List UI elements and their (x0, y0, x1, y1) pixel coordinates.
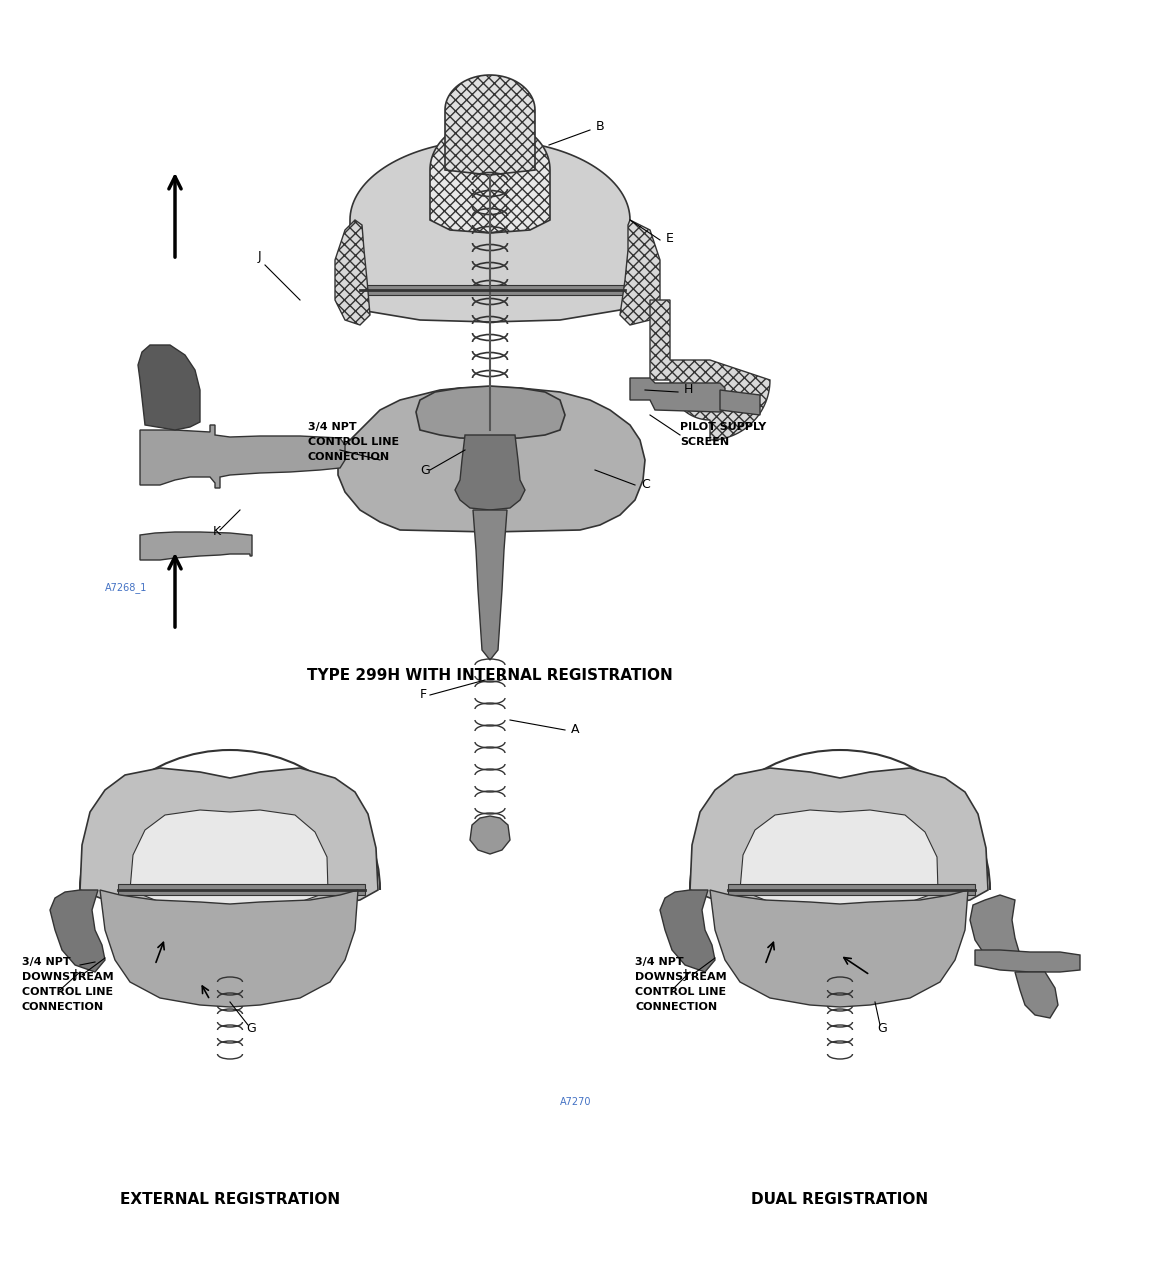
Polygon shape (416, 386, 565, 439)
Text: CONTROL LINE: CONTROL LINE (635, 987, 726, 997)
Polygon shape (80, 768, 378, 912)
Polygon shape (430, 121, 550, 232)
Polygon shape (335, 220, 371, 325)
Text: C: C (642, 478, 650, 491)
Polygon shape (975, 950, 1080, 972)
Text: E: E (666, 232, 674, 245)
Polygon shape (720, 390, 760, 415)
Text: J: J (258, 250, 262, 263)
Polygon shape (1016, 972, 1058, 1019)
Polygon shape (350, 140, 630, 323)
Polygon shape (620, 220, 660, 325)
Text: SCREEN: SCREEN (680, 437, 730, 447)
Text: CONNECTION: CONNECTION (22, 1002, 104, 1012)
Text: J: J (684, 968, 688, 980)
Polygon shape (660, 890, 714, 972)
Text: 3/4 NPT: 3/4 NPT (308, 422, 357, 432)
Text: CONNECTION: CONNECTION (308, 452, 390, 462)
Text: TYPE 299H WITH INTERNAL REGISTRATION: TYPE 299H WITH INTERNAL REGISTRATION (307, 668, 673, 682)
Polygon shape (630, 378, 725, 411)
Polygon shape (455, 436, 525, 511)
Text: A: A (571, 723, 579, 737)
Polygon shape (100, 890, 358, 1007)
Text: K: K (213, 525, 221, 538)
Polygon shape (140, 532, 252, 560)
Polygon shape (710, 890, 968, 1007)
Polygon shape (118, 884, 365, 895)
Polygon shape (445, 75, 535, 175)
Text: A7268_1: A7268_1 (105, 582, 147, 593)
Polygon shape (470, 817, 510, 853)
Text: 3/4 NPT: 3/4 NPT (635, 958, 683, 966)
Text: CONNECTION: CONNECTION (635, 1002, 717, 1012)
Text: B: B (596, 119, 604, 133)
Text: DOWNSTREAM: DOWNSTREAM (635, 972, 726, 982)
Text: H: H (684, 384, 694, 396)
Text: G: G (420, 464, 430, 478)
Polygon shape (650, 300, 770, 439)
Polygon shape (728, 884, 975, 895)
Text: G: G (245, 1022, 256, 1035)
Polygon shape (138, 345, 200, 431)
Polygon shape (970, 895, 1020, 968)
Text: EXTERNAL REGISTRATION: EXTERNAL REGISTRATION (120, 1193, 340, 1208)
Polygon shape (50, 890, 105, 972)
Text: DUAL REGISTRATION: DUAL REGISTRATION (752, 1193, 929, 1208)
Text: 3/4 NPT: 3/4 NPT (22, 958, 71, 966)
Text: F: F (420, 688, 427, 701)
Text: A7270: A7270 (560, 1097, 592, 1107)
Text: G: G (877, 1022, 887, 1035)
Polygon shape (472, 511, 507, 660)
Polygon shape (140, 425, 345, 488)
Polygon shape (130, 810, 328, 908)
Polygon shape (690, 768, 988, 912)
Text: CONTROL LINE: CONTROL LINE (308, 437, 400, 447)
Polygon shape (338, 387, 645, 532)
Text: PILOT SUPPLY: PILOT SUPPLY (680, 422, 767, 432)
Polygon shape (740, 810, 938, 908)
Text: DOWNSTREAM: DOWNSTREAM (22, 972, 113, 982)
Text: J: J (74, 968, 78, 980)
Polygon shape (360, 284, 625, 295)
Text: CONTROL LINE: CONTROL LINE (22, 987, 113, 997)
